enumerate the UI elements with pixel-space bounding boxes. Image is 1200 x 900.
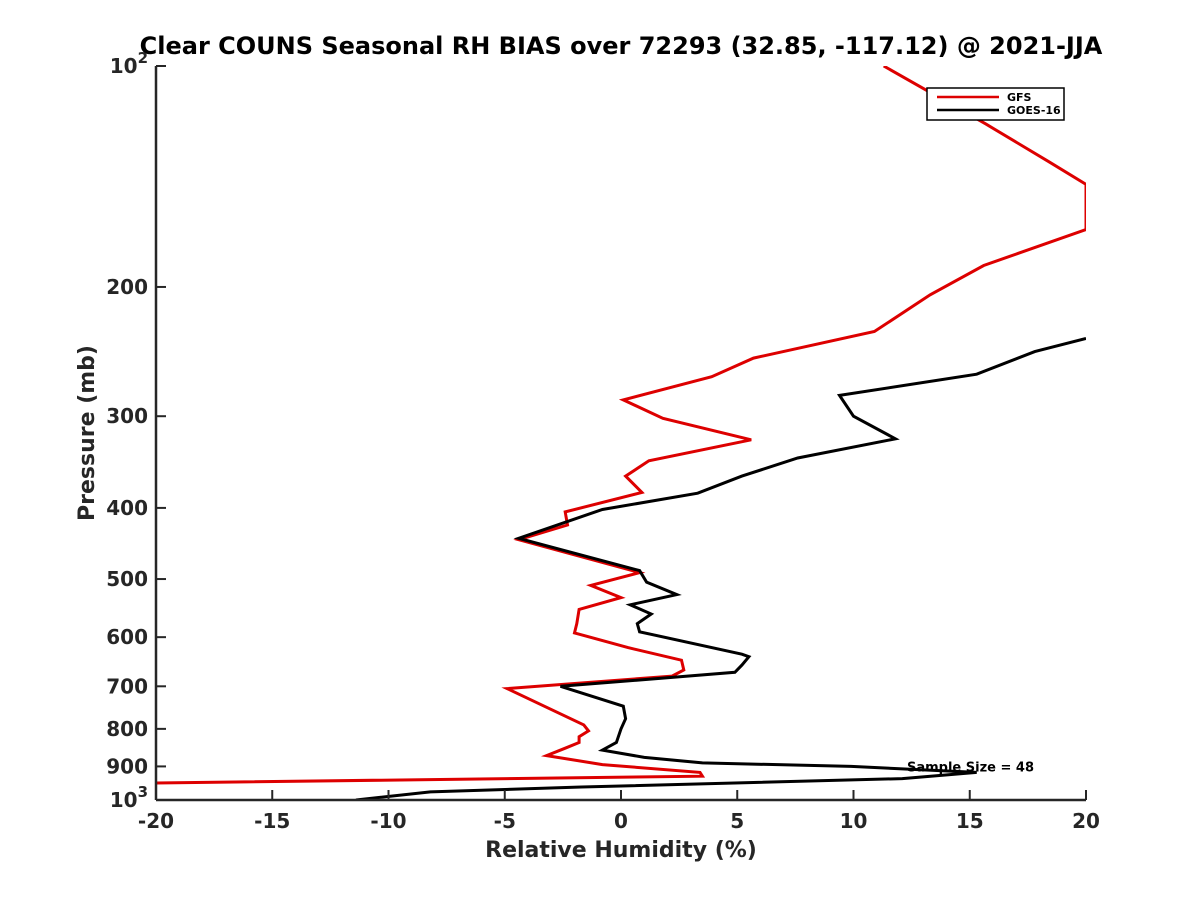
x-tick-label: 10 bbox=[840, 809, 868, 833]
y-tick-label: 800 bbox=[106, 717, 148, 741]
x-tick-label: 20 bbox=[1072, 809, 1100, 833]
sample-size-annotation: Sample Size = 48 bbox=[907, 760, 1034, 775]
x-axis-ticks: -20 -15 -10 -5 0 5 10 15 20 bbox=[138, 790, 1100, 833]
y-tick-label: 700 bbox=[106, 674, 148, 698]
x-tick-label: -5 bbox=[494, 809, 516, 833]
x-tick-label: 0 bbox=[614, 809, 628, 833]
x-tick-label: 5 bbox=[730, 809, 744, 833]
x-axis-label: Relative Humidity (%) bbox=[485, 838, 757, 863]
chart-title: Clear COUNS Seasonal RH BIAS over 72293 … bbox=[140, 32, 1103, 60]
y-tick-label: 400 bbox=[106, 496, 148, 520]
legend-label: GFS bbox=[1007, 91, 1032, 104]
y-tick-label: 300 bbox=[106, 404, 148, 428]
series-line-goes-16 bbox=[355, 336, 1086, 800]
y-tick-label: 500 bbox=[106, 567, 148, 591]
y-tick-label: 900 bbox=[106, 754, 148, 778]
legend-box bbox=[926, 87, 1065, 121]
x-tick-label: -20 bbox=[138, 809, 174, 833]
series-line-gfs bbox=[156, 66, 1086, 785]
y-tick-label: 102 bbox=[110, 49, 148, 78]
y-axis-ticks: 102 200 300 400 500 600 700 800 900 103 bbox=[106, 49, 166, 812]
y-tick-label: 200 bbox=[106, 275, 148, 299]
plot-lines bbox=[156, 66, 1086, 800]
legend-label: GOES-16 bbox=[1007, 104, 1061, 117]
x-tick-label: -10 bbox=[370, 809, 406, 833]
y-axis-label: Pressure (mb) bbox=[75, 345, 100, 521]
y-tick-label: 103 bbox=[110, 783, 148, 812]
y-tick-label: 600 bbox=[106, 625, 148, 649]
x-tick-label: 15 bbox=[956, 809, 984, 833]
axes-frame bbox=[154, 66, 1086, 802]
x-tick-label: -15 bbox=[254, 809, 290, 833]
